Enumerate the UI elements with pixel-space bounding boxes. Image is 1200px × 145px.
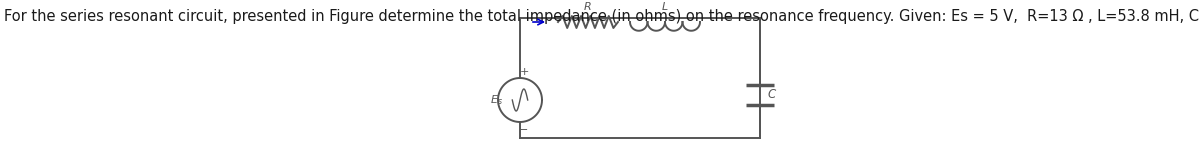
Text: $E_s$: $E_s$ bbox=[490, 93, 503, 107]
Text: +: + bbox=[520, 67, 529, 77]
Text: L: L bbox=[662, 2, 668, 12]
Text: R: R bbox=[584, 2, 592, 12]
Text: For the series resonant circuit, presented in Figure determine the total impedan: For the series resonant circuit, present… bbox=[4, 9, 1200, 24]
Text: −: − bbox=[520, 125, 529, 135]
Text: C: C bbox=[768, 88, 776, 102]
